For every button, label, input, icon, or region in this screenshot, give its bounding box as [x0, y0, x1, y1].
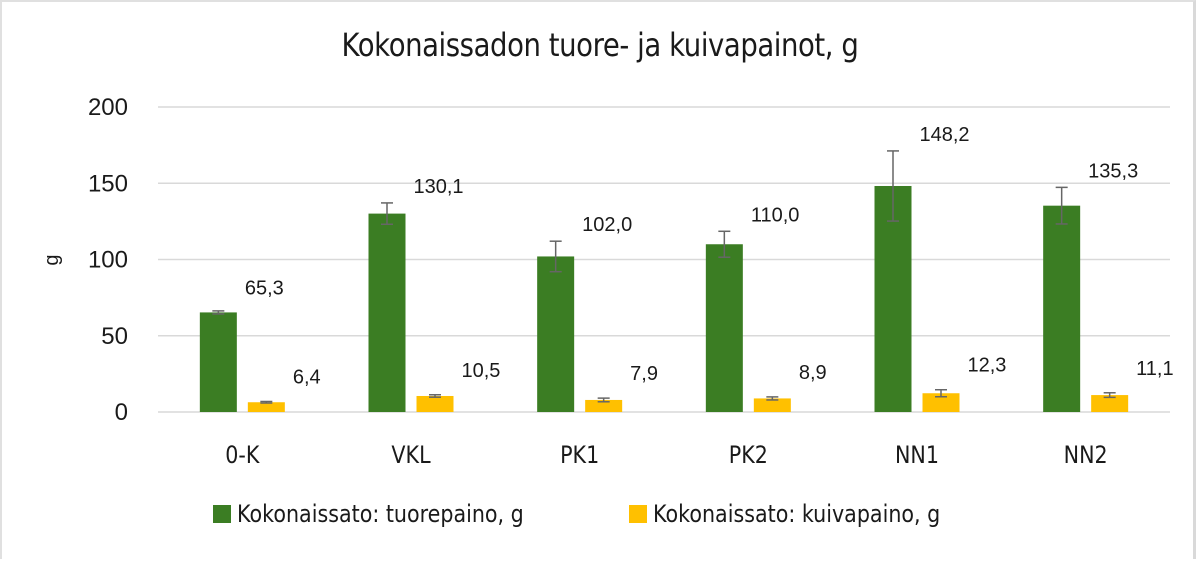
y-tick-label: 0	[115, 399, 128, 426]
chart-title: Kokonaissadon tuore- ja kuivapainot, g	[341, 26, 859, 64]
data-label: 11,1	[1136, 358, 1173, 380]
x-tick-label: PK2	[729, 442, 768, 470]
data-label: 12,3	[968, 355, 1007, 377]
bar-fresh-weight	[199, 312, 237, 412]
y-tick-label: 50	[101, 323, 128, 350]
y-tick-label: 150	[88, 170, 128, 197]
y-tick-label: 200	[88, 94, 128, 121]
legend-item-fresh-weight: Kokonaissato: tuorepaino, g	[213, 500, 570, 528]
data-label: 148,2	[920, 124, 970, 146]
legend: Kokonaissato: tuorepaino, g Kokonaissato…	[0, 500, 1200, 528]
data-label: 110,0	[751, 204, 800, 226]
data-label: 8,9	[799, 362, 827, 384]
bar-fresh-weight	[368, 213, 406, 412]
data-label: 130,1	[414, 176, 464, 198]
y-tick-label: 100	[88, 247, 128, 274]
data-label: 135,3	[1088, 160, 1138, 182]
data-label: 102,0	[582, 214, 632, 236]
bar-fresh-weight	[537, 256, 575, 412]
legend-swatch-yellow	[628, 505, 647, 523]
legend-label: Kokonaissato: kuivapaino, g	[652, 500, 940, 528]
data-label: 7,9	[630, 363, 658, 385]
legend-swatch-green	[213, 505, 232, 523]
data-label: 65,3	[245, 277, 284, 299]
bar-dry-weight	[585, 399, 623, 412]
bar-dry-weight	[1091, 395, 1129, 412]
data-label: 6,4	[293, 366, 321, 388]
x-tick-label: PK1	[560, 442, 599, 470]
bar-fresh-weight	[874, 185, 912, 412]
bar-dry-weight	[247, 402, 285, 412]
bar-fresh-weight	[705, 244, 743, 412]
bar-dry-weight	[753, 398, 791, 412]
x-tick-label: NN2	[1064, 442, 1108, 470]
legend-label: Kokonaissato: tuorepaino, g	[237, 500, 525, 528]
bar-dry-weight	[416, 395, 454, 412]
x-tick-label: NN1	[895, 442, 939, 470]
bar-fresh-weight	[1043, 205, 1081, 412]
x-tick-label: 0-K	[225, 442, 260, 470]
data-label: 10,5	[462, 360, 501, 382]
y-axis-label: g	[41, 254, 63, 265]
bar-dry-weight	[922, 393, 960, 412]
x-tick-label: VKL	[391, 442, 431, 470]
legend-item-dry-weight: Kokonaissato: kuivapaino, g	[628, 500, 987, 528]
